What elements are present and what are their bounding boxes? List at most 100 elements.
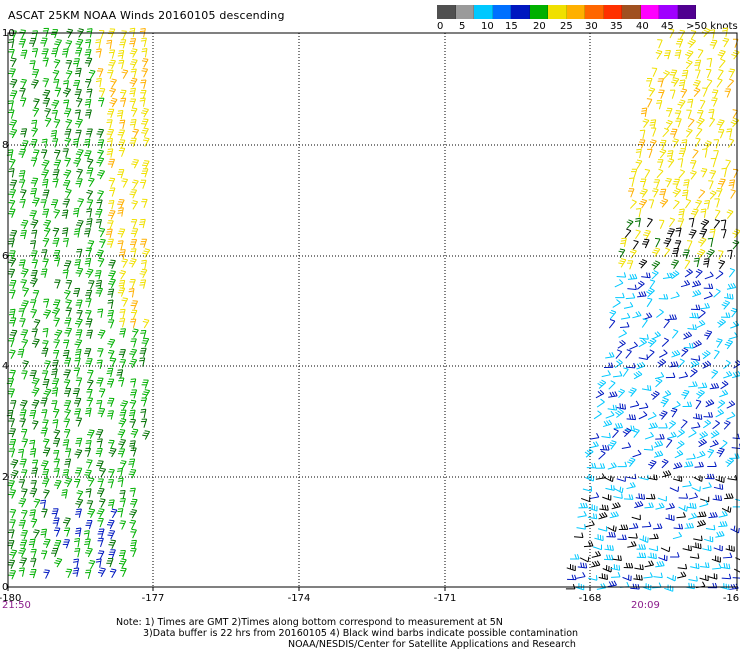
wind-barb: [676, 428, 685, 438]
barb-shaft: [143, 418, 148, 428]
wind-barb: [18, 179, 26, 189]
barb-shaft: [576, 576, 586, 579]
barb-flag: [610, 380, 616, 384]
barb-shaft: [89, 88, 93, 98]
barb-flag: [659, 308, 664, 313]
barb-flag: [32, 201, 38, 204]
barb-flag: [22, 302, 28, 305]
barb-flag: [709, 192, 715, 196]
barb-flag: [611, 309, 617, 313]
barb-shaft: [11, 529, 15, 539]
barb-shaft: [120, 130, 126, 139]
wind-barb: [615, 292, 625, 299]
wind-barb: [695, 69, 701, 79]
legend-swatch: [455, 5, 474, 19]
plot-border: [7, 32, 738, 588]
barb-shaft: [10, 560, 16, 569]
barb-shaft: [11, 168, 15, 178]
barb-shaft: [689, 556, 699, 559]
barb-flag: [716, 451, 722, 455]
wind-barb: [96, 157, 105, 167]
wind-barb: [107, 158, 116, 168]
wind-barb: [591, 560, 601, 568]
barb-flag: [730, 400, 736, 405]
y-tick-label: 4: [2, 361, 8, 372]
wind-barb: [21, 469, 28, 479]
barb-flag: [697, 553, 700, 559]
barb-flag: [40, 464, 46, 467]
barb-shaft: [44, 478, 50, 488]
barb-flag: [652, 422, 656, 428]
barb-shaft: [731, 309, 738, 318]
wind-barb: [632, 239, 639, 250]
barb-flag: [640, 339, 645, 344]
barb-shaft: [45, 90, 51, 100]
barb-flag: [611, 545, 614, 551]
barb-shaft: [725, 27, 729, 37]
barb-shaft: [610, 441, 617, 450]
barb-shaft: [143, 409, 147, 419]
barb-flag: [713, 524, 716, 530]
barb-shaft: [87, 310, 92, 320]
barb-flag: [34, 529, 40, 532]
barb-flag: [109, 61, 115, 64]
barb-shaft: [691, 284, 701, 288]
barb-shaft: [34, 48, 39, 58]
wind-barb: [728, 332, 738, 340]
barb-shaft: [669, 29, 675, 39]
barb-shaft: [669, 365, 679, 368]
legend-swatch: [437, 5, 456, 19]
barb-shaft: [45, 209, 50, 218]
barb-flag: [30, 212, 36, 214]
barb-flag: [53, 431, 59, 434]
wind-barb: [639, 474, 649, 481]
barb-flag: [95, 39, 101, 41]
barb-flag: [606, 554, 609, 560]
wind-barb: [652, 188, 659, 198]
barb-flag: [621, 534, 625, 540]
barb-flag: [143, 107, 149, 110]
wind-barb: [62, 517, 71, 527]
footnote-line-1: Note: 1) Times are GMT 2)Times along bot…: [116, 617, 503, 628]
wind-barb: [73, 228, 81, 238]
wind-barb: [97, 348, 104, 358]
barb-shaft: [123, 298, 129, 307]
barb-flag: [65, 137, 71, 140]
barb-shaft: [43, 509, 48, 518]
barb-shaft: [44, 529, 48, 539]
barb-flag: [619, 408, 624, 413]
barb-shaft: [120, 139, 126, 149]
barb-flag: [675, 230, 681, 232]
barb-flag: [671, 351, 676, 357]
wind-barb: [684, 342, 694, 349]
barb-flag: [651, 502, 654, 508]
barb-flag: [609, 442, 615, 445]
wind-barb: [702, 148, 708, 158]
wind-barb: [21, 438, 29, 448]
barb-flag: [87, 28, 93, 30]
barb-flag: [644, 232, 650, 235]
barb-flag: [84, 474, 90, 476]
barb-flag: [97, 260, 103, 262]
barb-flag: [694, 257, 700, 260]
barb-flag: [701, 168, 708, 170]
wind-barb: [51, 359, 59, 370]
barb-flag: [132, 161, 138, 163]
wind-barb: [77, 198, 84, 208]
barb-flag: [670, 71, 676, 74]
barb-shaft: [56, 559, 63, 568]
barb-flag: [708, 250, 713, 254]
barb-flag: [129, 412, 135, 414]
wind-barb: [627, 273, 638, 280]
barb-flag: [678, 430, 683, 435]
barb-shaft: [122, 498, 126, 508]
wind-barb: [84, 469, 92, 480]
barb-flag: [721, 530, 725, 536]
wind-barb: [663, 237, 672, 248]
wind-barb: [8, 158, 16, 169]
barb-shaft: [133, 429, 139, 439]
barb-flag: [676, 401, 681, 406]
barb-shaft: [67, 307, 72, 317]
wind-barb: [86, 167, 94, 177]
barb-shaft: [672, 404, 681, 410]
